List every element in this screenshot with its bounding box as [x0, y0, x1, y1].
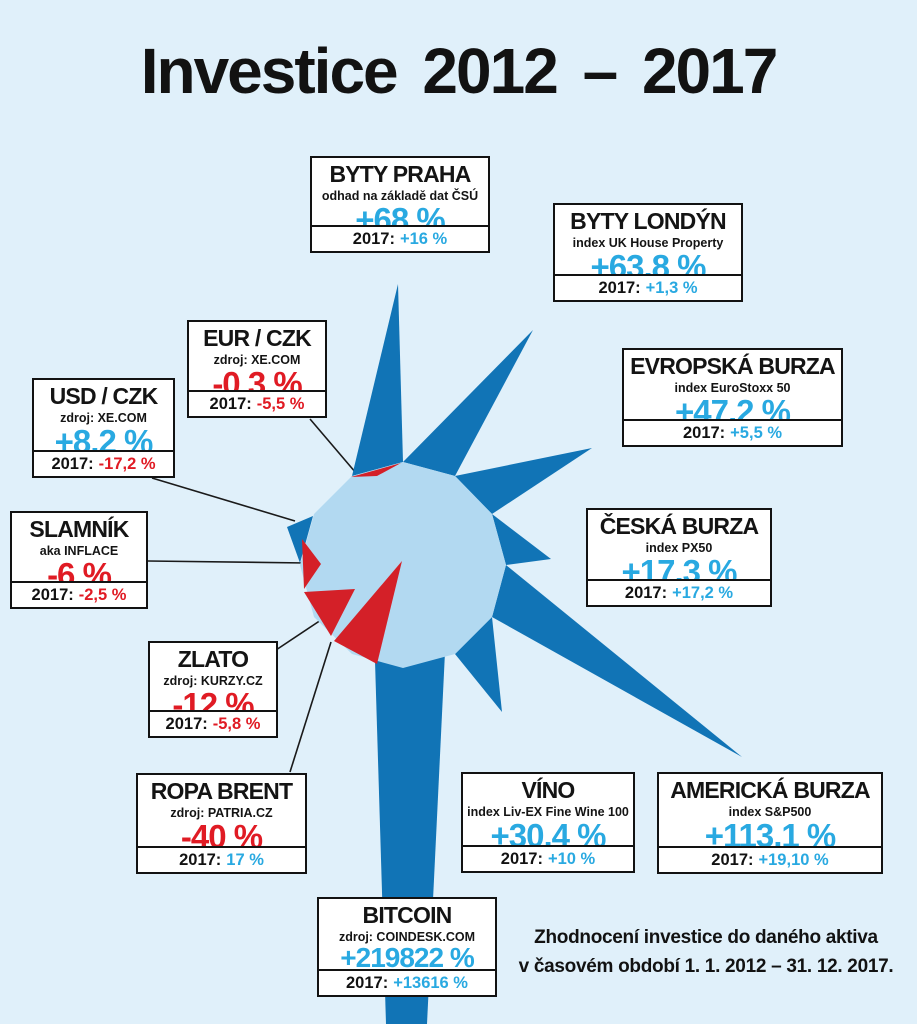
asset-card-ceska-burza: ČESKÁ BURZA index PX50 +17,3 % 2017: +17,…	[586, 508, 772, 607]
starburst-core	[300, 462, 506, 668]
page-title: Investice 2012 – 2017	[140, 35, 779, 107]
card-2017-row: 2017: -5,8 %	[150, 710, 276, 736]
year-label: 2017:	[31, 586, 74, 604]
byty-praha-spike	[352, 284, 403, 476]
card-value: +219822 %	[340, 942, 474, 974]
card-subtitle: index UK House Property	[572, 235, 724, 250]
card-subtitle: aka INFLACE	[39, 543, 119, 558]
year-label: 2017:	[165, 715, 208, 733]
card-subtitle: index S&P500	[728, 804, 812, 819]
year-value: 17 %	[226, 851, 264, 869]
year-value: -17,2 %	[98, 455, 156, 473]
card-2017-row: 2017: -5,5 %	[189, 390, 325, 416]
asset-card-ropa-brent: ROPA BRENT zdroj: PATRIA.CZ -40 % 2017: 1…	[136, 773, 307, 874]
year-value: +13616 %	[393, 974, 468, 992]
card-2017-row: 2017: +17,2 %	[588, 579, 770, 605]
year-value: +5,5 %	[730, 424, 783, 442]
ceska-burza-spike	[492, 514, 551, 565]
card-2017-row: 2017: +1,3 %	[555, 274, 741, 300]
card-2017-row: 2017: +10 %	[463, 845, 633, 871]
asset-card-byty-praha: BYTY PRAHA odhad na základě dat ČSÚ +68 …	[310, 156, 490, 253]
vino-spike	[455, 617, 502, 712]
asset-card-zlato: ZLATO zdroj: KURZY.CZ -12 % 2017: -5,8 %	[148, 641, 278, 738]
asset-card-bitcoin: BITCOIN zdroj: COINDESK.COM +219822 % 20…	[317, 897, 497, 997]
year-value: -5,5 %	[256, 395, 305, 413]
slamnik-connector	[147, 560, 308, 564]
card-subtitle: index PX50	[645, 540, 713, 555]
year-label: 2017:	[209, 395, 252, 413]
year-value: -5,8 %	[212, 715, 261, 733]
caption-line-2: v časovém období 1. 1. 2012 – 31. 12. 20…	[518, 955, 894, 977]
negative-wedges	[302, 463, 402, 664]
card-2017-row: 2017: 17 %	[138, 846, 305, 872]
card-title: USD / CZK	[49, 383, 159, 409]
usd-czk-connector	[151, 477, 296, 522]
year-label: 2017:	[500, 850, 543, 868]
year-label: 2017:	[598, 279, 641, 297]
asset-card-evropska-burza: EVROPSKÁ BURZA index EuroStoxx 50 +47,2 …	[622, 348, 843, 447]
card-2017-row: 2017: -2,5 %	[12, 581, 146, 607]
card-subtitle: zdroj: XE.COM	[60, 410, 147, 425]
asset-card-byty-londyn: BYTY LONDÝN index UK House Property +63,…	[553, 203, 743, 302]
card-subtitle: zdroj: KURZY.CZ	[163, 673, 263, 688]
year-label: 2017:	[346, 974, 389, 992]
year-label: 2017:	[711, 851, 754, 869]
zlato-wedge	[304, 589, 355, 636]
card-title: ZLATO	[177, 646, 249, 672]
card-title: ROPA BRENT	[150, 778, 293, 804]
asset-card-slamnik: SLAMNÍK aka INFLACE -6 % 2017: -2,5 %	[10, 511, 148, 609]
card-2017-row: 2017: -17,2 %	[34, 450, 173, 476]
year-value: +10 %	[547, 850, 596, 868]
card-subtitle: index EuroStoxx 50	[674, 380, 791, 395]
ropa-brent-wedge	[334, 561, 402, 664]
card-subtitle: odhad na základě dat ČSÚ	[321, 188, 479, 203]
card-title: ČESKÁ BURZA	[599, 513, 759, 539]
year-value: -2,5 %	[78, 586, 127, 604]
evropska-burza-spike	[455, 448, 592, 514]
asset-card-usd-czk: USD / CZK zdroj: XE.COM +8,2 % 2017: -17,…	[32, 378, 175, 478]
card-title: BYTY LONDÝN	[570, 208, 726, 234]
eur-czk-connector	[309, 418, 357, 474]
ropa-brent-connector	[289, 641, 332, 773]
year-value: +16 %	[399, 230, 448, 248]
card-title: AMERICKÁ BURZA	[670, 777, 870, 803]
eur-czk-wedge	[351, 463, 401, 477]
slamnik-wedge	[302, 539, 321, 589]
caption-line-1: Zhodnocení investice do daného aktiva	[534, 927, 878, 948]
asset-card-americka-burza: AMERICKÁ BURZA index S&P500 +113,1 % 201…	[657, 772, 883, 874]
card-2017-row: 2017: +13616 %	[319, 969, 495, 995]
year-label: 2017:	[51, 455, 94, 473]
card-title: SLAMNÍK	[29, 516, 129, 542]
card-title: EUR / CZK	[203, 325, 312, 351]
usd-czk-spike	[287, 516, 313, 563]
card-2017-row: 2017: +16 %	[312, 225, 488, 251]
asset-card-eur-czk: EUR / CZK zdroj: XE.COM -0,3 % 2017: -5,5…	[187, 320, 327, 418]
card-2017-row: 2017: +5,5 %	[624, 419, 841, 445]
card-title: EVROPSKÁ BURZA	[630, 353, 836, 379]
card-subtitle: zdroj: XE.COM	[213, 352, 301, 367]
card-title: BITCOIN	[362, 902, 453, 928]
year-value: +17,2 %	[672, 584, 734, 602]
card-subtitle: zdroj: PATRIA.CZ	[170, 805, 273, 820]
year-label: 2017:	[624, 584, 668, 602]
card-subtitle: zdroj: COINDESK.COM	[338, 929, 476, 944]
card-title: VÍNO	[521, 777, 575, 803]
card-subtitle: index Liv-EX Fine Wine 100	[467, 804, 629, 819]
year-label: 2017:	[682, 424, 726, 442]
year-label: 2017:	[352, 230, 395, 248]
asset-card-vino: VÍNO index Liv-EX Fine Wine 100 +30,4 % …	[461, 772, 635, 873]
card-title: BYTY PRAHA	[329, 161, 471, 187]
caption: Zhodnocení investice do daného aktiva v …	[505, 924, 907, 981]
byty-londyn-spike	[403, 330, 533, 476]
card-2017-row: 2017: +19,10 %	[659, 846, 881, 872]
year-value: +1,3 %	[645, 279, 698, 297]
year-value: +19,10 %	[758, 851, 829, 869]
zlato-connector	[275, 609, 337, 651]
year-label: 2017:	[179, 851, 222, 869]
